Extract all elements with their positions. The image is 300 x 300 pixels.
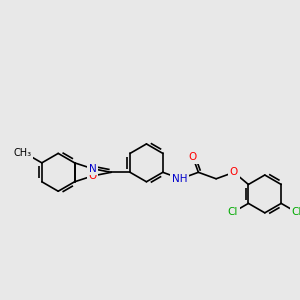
Text: O: O: [189, 152, 197, 162]
Text: N: N: [89, 164, 97, 174]
Text: O: O: [88, 171, 97, 181]
Text: Cl: Cl: [292, 207, 300, 218]
Text: NH: NH: [172, 174, 188, 184]
Text: Cl: Cl: [228, 207, 238, 218]
Text: CH₃: CH₃: [14, 148, 32, 158]
Text: O: O: [230, 167, 238, 177]
